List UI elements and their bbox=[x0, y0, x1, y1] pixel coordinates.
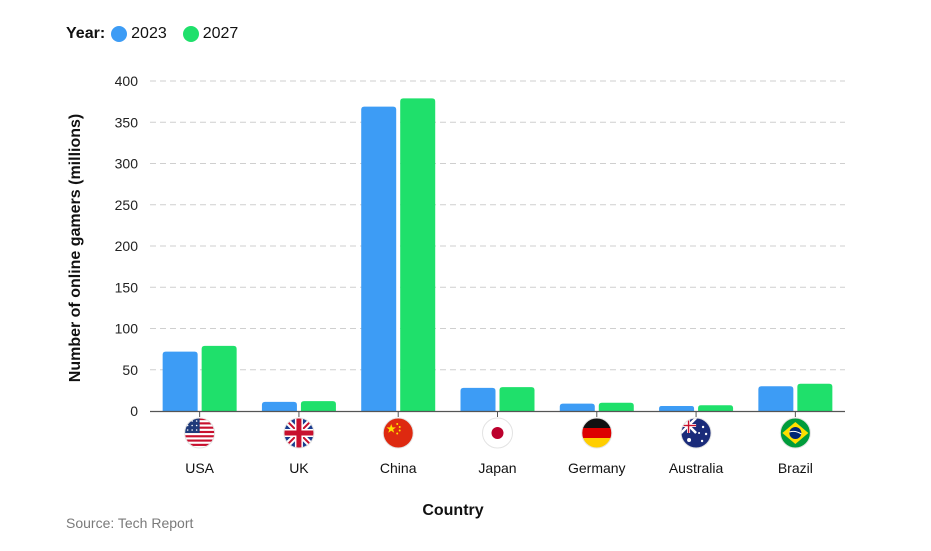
china-flag-icon bbox=[382, 417, 414, 449]
legend-title: Year: bbox=[66, 25, 106, 42]
legend-item-2027[interactable]: 2027 bbox=[182, 25, 239, 43]
bar-2023-japan bbox=[460, 387, 496, 411]
y-tick-label: 0 bbox=[130, 403, 138, 419]
bar-2023-brazil bbox=[758, 386, 794, 411]
y-axis-title: Number of online gamers (millions) bbox=[67, 114, 84, 382]
y-tick-label: 400 bbox=[115, 73, 139, 89]
australia-flag-icon bbox=[680, 417, 712, 449]
bar-2027-germany bbox=[598, 402, 634, 411]
bar-2023-usa bbox=[162, 351, 198, 411]
legend: Year: 2023 2027 bbox=[66, 22, 254, 46]
x-tick-label: China bbox=[380, 460, 417, 476]
legend-item-2023[interactable]: 2023 bbox=[111, 25, 167, 43]
source-note: Source: Tech Report bbox=[66, 515, 194, 531]
germany-flag-icon bbox=[581, 417, 613, 449]
bar-2027-usa bbox=[201, 345, 237, 411]
bar-2027-china bbox=[400, 98, 436, 411]
y-tick-label: 300 bbox=[115, 156, 139, 172]
x-axis-title: Country bbox=[422, 502, 483, 519]
y-tick-label: 150 bbox=[115, 279, 139, 295]
bar-2023-germany bbox=[559, 403, 595, 411]
y-tick-label: 100 bbox=[115, 321, 139, 337]
y-axis: 0 50 100 150 200 250 300 350 400 bbox=[115, 73, 139, 419]
x-tick-label: Australia bbox=[669, 460, 724, 476]
uk-flag-icon bbox=[283, 417, 315, 449]
x-tick-label: UK bbox=[289, 460, 309, 476]
x-tick-label: Brazil bbox=[778, 460, 813, 476]
bar-2023-uk bbox=[261, 401, 297, 411]
y-tick-label: 350 bbox=[115, 114, 139, 130]
x-axis: USA UK China Japan Germany Australia Brazil bbox=[150, 410, 845, 476]
bar-2023-china bbox=[361, 106, 397, 411]
legend-label-2027: 2027 bbox=[202, 25, 239, 42]
bar-2027-brazil bbox=[797, 383, 833, 411]
bar-2027-japan bbox=[499, 387, 535, 411]
japan-flag-icon bbox=[482, 417, 513, 449]
bars bbox=[162, 98, 833, 411]
x-tick-label: Germany bbox=[568, 460, 626, 476]
y-tick-label: 50 bbox=[122, 362, 138, 378]
brazil-flag-icon bbox=[779, 417, 811, 449]
legend-swatch-2023 bbox=[111, 26, 128, 42]
gridlines bbox=[150, 80, 845, 371]
legend-swatch-2027 bbox=[182, 26, 199, 42]
bar-2027-uk bbox=[300, 401, 336, 411]
bar-2023-australia bbox=[659, 406, 695, 411]
legend-label-2023: 2023 bbox=[131, 25, 167, 42]
y-tick-label: 250 bbox=[115, 197, 139, 213]
y-tick-label: 200 bbox=[115, 238, 139, 254]
usa-flag-icon bbox=[184, 417, 216, 449]
bar-2027-australia bbox=[698, 405, 734, 411]
x-tick-label: Japan bbox=[478, 460, 516, 476]
x-tick-label: USA bbox=[185, 460, 214, 476]
